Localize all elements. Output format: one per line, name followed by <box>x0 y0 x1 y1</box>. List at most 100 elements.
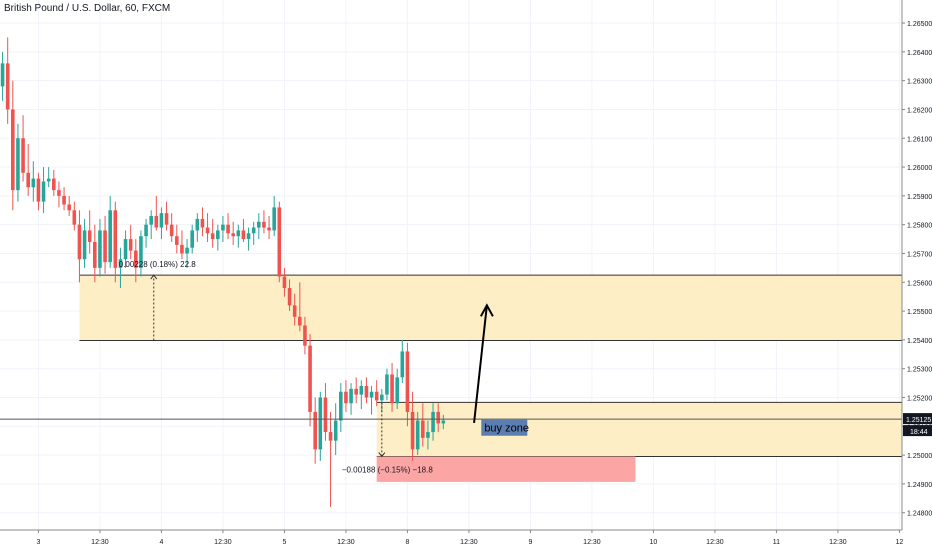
buy-zone-label-bg <box>481 419 528 436</box>
price-tick-label: 1.25200 <box>907 396 932 403</box>
buy-zone-label: buy zone <box>484 423 529 435</box>
price-tick-label: 1.26300 <box>907 79 932 86</box>
candle <box>62 195 66 205</box>
candles <box>0 37 446 507</box>
candle <box>390 374 394 404</box>
candle <box>16 138 20 191</box>
candle <box>128 239 133 251</box>
time-tick-label: 9 <box>528 539 532 546</box>
candle <box>292 305 297 317</box>
price-tick-label: 1.25000 <box>907 453 932 460</box>
candle <box>5 63 10 110</box>
price-tick-label: 1.25700 <box>907 251 932 258</box>
candle <box>195 218 200 231</box>
price-tick-label: 1.26200 <box>907 107 932 114</box>
time-tick-label: 12:30 <box>460 539 478 546</box>
time-tick-label: 5 <box>282 539 286 546</box>
candle <box>226 224 230 234</box>
candle <box>436 411 440 424</box>
time-tick-label: 3 <box>36 539 40 546</box>
price-axis-bg <box>902 0 932 550</box>
candle <box>333 420 338 441</box>
price-tick-label: 1.24800 <box>907 511 932 518</box>
time-tick-label: 4 <box>159 539 163 546</box>
current-price-badge <box>903 413 932 425</box>
candle <box>257 221 261 228</box>
candle <box>410 411 415 450</box>
candle <box>221 224 225 231</box>
time-axis[interactable]: 3 12:30 4 12:30 5 12:30 8 12:30 9 12:30 10 12:30 11 1… <box>0 529 932 550</box>
candle <box>344 391 348 404</box>
price-tick-label: 1.24900 <box>907 482 932 489</box>
candle <box>395 377 399 404</box>
time-tick-label: 12:30 <box>706 539 724 546</box>
candle <box>21 138 25 173</box>
candle <box>108 210 112 263</box>
measure-label: −0.00188 (−0.15%) −18.8 <box>342 466 434 475</box>
candle <box>298 316 302 326</box>
price-tick-label: 1.26400 <box>907 50 932 57</box>
candle <box>190 230 194 248</box>
price-tick-label: 1.25400 <box>907 338 932 345</box>
arrow-head <box>479 303 494 317</box>
zone-upper <box>79 275 902 341</box>
time-tick-label: 12:30 <box>337 539 355 546</box>
candle <box>139 236 143 268</box>
candle <box>241 230 246 240</box>
candle <box>149 216 153 225</box>
price-tick-label: 1.25300 <box>907 367 932 374</box>
candle <box>164 213 169 225</box>
candle <box>231 233 235 237</box>
candle <box>144 224 148 237</box>
candle <box>77 224 82 260</box>
candle <box>267 227 271 231</box>
candle <box>323 397 328 433</box>
price-axis[interactable]: 1.26500 1.26400 1.26300 1.26200 1.26100 1.260… <box>901 0 932 550</box>
time-tick-label: 10 <box>650 539 658 546</box>
candle <box>67 204 71 211</box>
time-tick-label: 12:30 <box>214 539 232 546</box>
candle <box>374 391 379 401</box>
candle <box>98 230 102 268</box>
candle <box>354 388 358 395</box>
time-tick-label: 12 <box>896 539 904 546</box>
candle <box>113 210 118 268</box>
candle <box>328 432 333 441</box>
chart-title: British Pound / U.S. Dollar, 60, FXCM <box>4 3 171 14</box>
current-price-value: 1.25125 <box>906 417 931 424</box>
candle <box>251 227 256 234</box>
candle <box>349 388 353 404</box>
candle <box>421 420 425 438</box>
candle <box>123 239 128 260</box>
candle <box>287 288 292 306</box>
candle <box>26 172 30 188</box>
candle <box>216 230 220 240</box>
candle <box>175 236 179 245</box>
candle <box>400 351 405 378</box>
time-tick-label: 12:30 <box>829 539 847 546</box>
time-tick-label: 12:30 <box>583 539 601 546</box>
candle <box>210 233 215 240</box>
zone-buy <box>376 402 902 457</box>
candle <box>246 233 251 240</box>
candle <box>236 230 241 237</box>
time-tick-label: 8 <box>405 539 409 546</box>
candle <box>169 224 174 237</box>
measure-label: 0.00228 (0.18%) 22.8 <box>119 260 196 269</box>
candle <box>426 432 430 438</box>
candle <box>46 178 51 182</box>
candle <box>313 411 317 450</box>
candle <box>318 397 323 450</box>
candle <box>180 244 184 254</box>
candle <box>405 351 410 412</box>
price-tick-label: 1.26500 <box>907 21 932 28</box>
candle <box>41 181 46 202</box>
candle <box>200 218 205 228</box>
candle <box>369 391 374 398</box>
candle <box>0 63 5 87</box>
candle <box>262 221 266 228</box>
candle <box>57 190 61 196</box>
candle <box>118 259 123 268</box>
candle <box>205 227 210 234</box>
